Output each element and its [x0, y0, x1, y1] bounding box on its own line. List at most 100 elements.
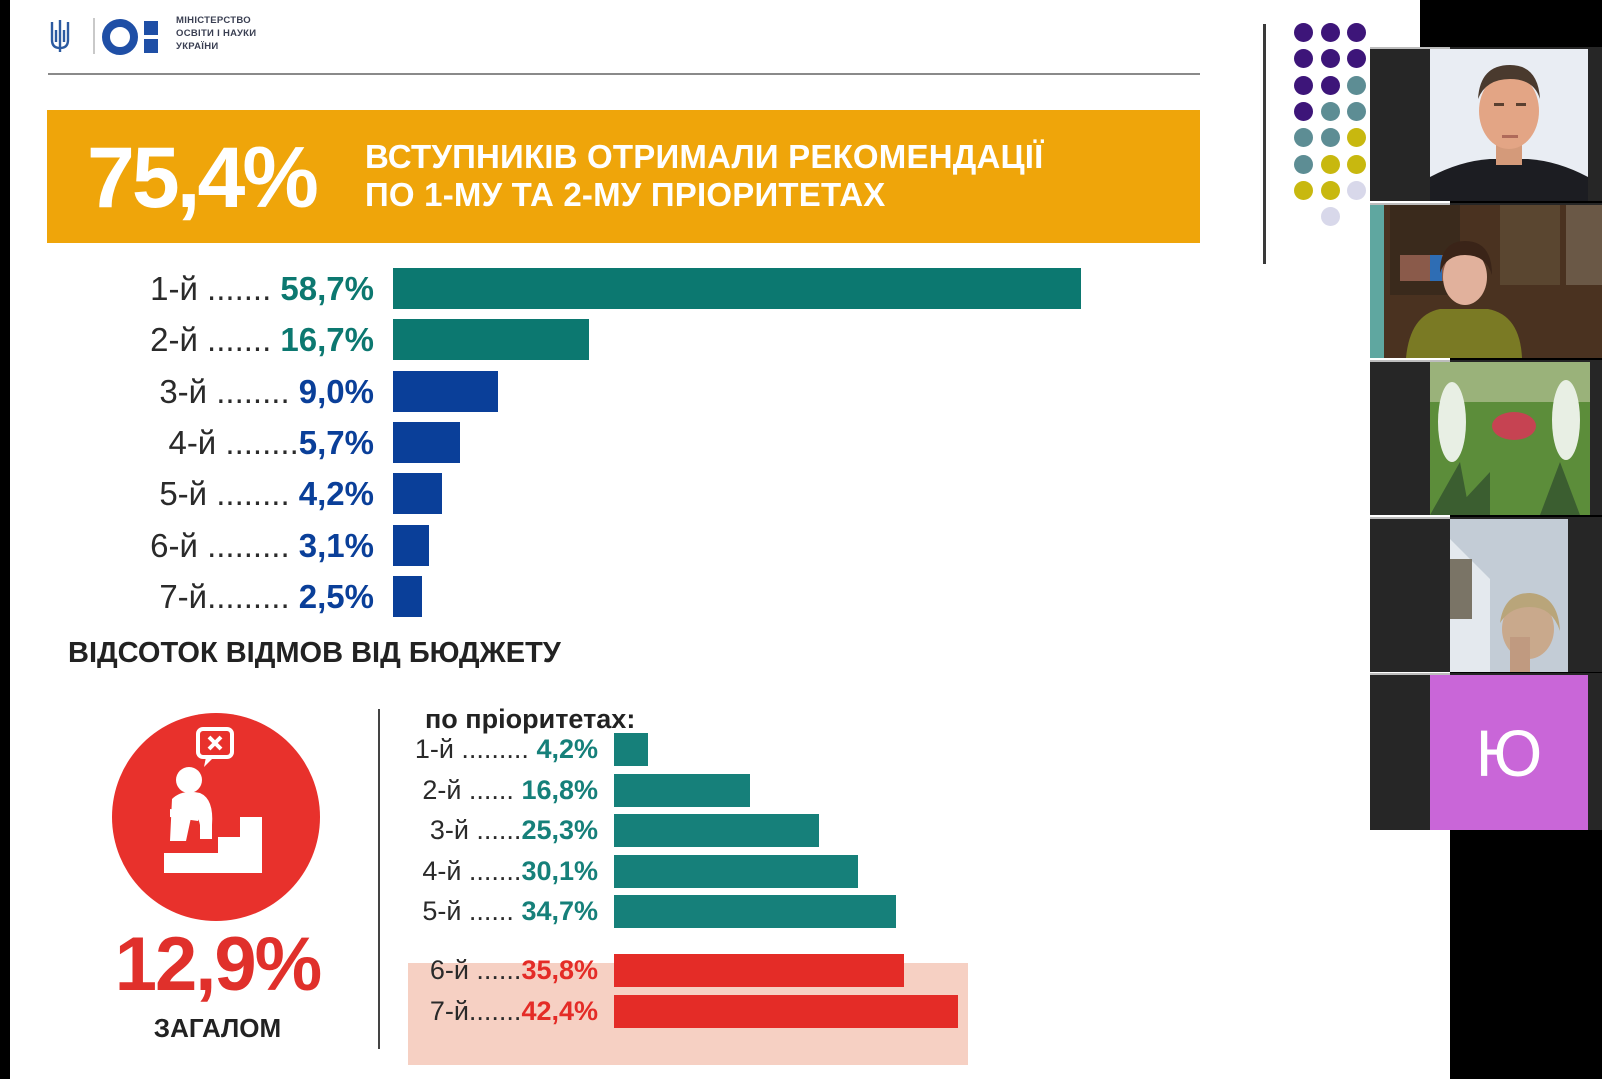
value-label: 5,7%: [298, 423, 374, 461]
value-label: 3,1%: [298, 526, 374, 564]
row-label: 3-й ........ 9,0%: [159, 372, 374, 412]
total-refusal-label: ЗАГАЛОМ: [153, 1013, 282, 1043]
decoration-dot: [1320, 207, 1340, 227]
row-label: 5-й ...... 34,7%: [422, 894, 598, 928]
value-label: 35,8%: [521, 955, 598, 985]
person-on-stairs-rejected-icon: [164, 727, 262, 873]
category-label: 2-й: [150, 321, 198, 359]
leader-dots: ......: [461, 896, 522, 927]
decoration-dot: [1320, 180, 1340, 200]
value-label: 34,7%: [521, 896, 598, 927]
leader-dots: .......: [468, 995, 522, 1026]
category-label: 6-й: [429, 955, 469, 985]
decoration-dot: [1320, 49, 1340, 69]
participant-tile-4[interactable]: [1370, 517, 1602, 672]
row-label: 2-й ...... 16,8%: [422, 773, 598, 807]
value-label: 4,2%: [536, 734, 598, 764]
logo-divider: [93, 18, 95, 54]
category-label: 5-й: [159, 475, 208, 513]
participant-tile-3[interactable]: [1370, 360, 1602, 515]
ministry-name-line-1: МІНІСТЕРСТВО: [176, 15, 251, 26]
leader-dots: ......: [468, 815, 522, 846]
decoration-dot: [1320, 101, 1340, 121]
bar: [393, 473, 443, 515]
bar: [393, 319, 589, 361]
decoration-dot: [1294, 75, 1313, 95]
strip-bottom-black: [1450, 830, 1602, 1079]
row-label: 3-й ......25,3%: [430, 813, 598, 847]
value-label: 42,4%: [521, 995, 598, 1026]
bar: [614, 773, 751, 807]
row-label: 7-й.......42,4%: [430, 994, 598, 1028]
value-label: 30,1%: [521, 855, 598, 886]
bar: [614, 814, 820, 848]
bar: [393, 268, 1081, 309]
row-label: 7-й......... 2,5%: [159, 577, 374, 617]
value-label: 4,2%: [298, 475, 374, 513]
row-label: 6-й ......35,8%: [430, 953, 598, 987]
category-label: 5-й: [422, 896, 462, 927]
decoration-dot: [1294, 154, 1313, 174]
decoration-dot: [1347, 49, 1366, 69]
ministry-logo-mark: [102, 19, 158, 55]
bar: [393, 370, 499, 412]
participant-video-woman-room: [1450, 519, 1568, 672]
value-label: 58,7%: [280, 270, 374, 307]
row-label: 1-й ......... 4,2%: [415, 732, 598, 766]
presentation-slide: МІНІСТЕРСТВО ОСВІТИ І НАУКИ УКРАЇНИ 75,4…: [10, 0, 1450, 1079]
refusal-section-title: ВІДСОТОК ВІДМОВ ВІД БЮДЖЕТУ: [68, 637, 561, 669]
leader-dots: ......: [468, 955, 522, 985]
participant-avatar-initial: Ю: [1475, 715, 1543, 790]
decoration-dot: [1320, 75, 1340, 95]
decoration-dot: [1294, 49, 1313, 69]
category-label: 1-й: [414, 734, 454, 764]
row-label: 2-й ....... 16,7%: [150, 320, 374, 360]
bar: [614, 733, 649, 766]
participant-video-woman-bookshelf: [1370, 205, 1602, 358]
leader-dots: .........: [207, 577, 299, 615]
banner-line-1: ВСТУПНИКІВ ОТРИМАЛИ РЕКОМЕНДАЦІЇ: [365, 138, 1044, 175]
leader-dots: ........: [207, 372, 299, 410]
bar: [614, 994, 958, 1028]
bar: [614, 854, 859, 888]
header-rule: [48, 73, 1200, 75]
bar: [393, 421, 460, 463]
total-refusal-value: 12,9%: [114, 922, 323, 1007]
decoration-dot: [1294, 128, 1313, 148]
decoration-dot: [1347, 23, 1366, 42]
category-label: 4-й: [422, 855, 462, 886]
row-label: 4-й .......30,1%: [422, 854, 598, 888]
decoration-dot: [1320, 128, 1340, 148]
ministry-name-line-3: УКРАЇНИ: [176, 41, 219, 52]
participant-tile-2[interactable]: [1370, 203, 1602, 358]
participant-video-garden: [1430, 362, 1590, 515]
leader-dots: ......: [461, 774, 522, 805]
by-priority-label: по пріоритетах:: [425, 704, 636, 734]
leader-dots: .......: [197, 321, 281, 359]
headline-banner: 75,4% ВСТУПНИКІВ ОТРИМАЛИ РЕКОМЕНДАЦІЇ П…: [47, 110, 1200, 243]
value-label: 2,5%: [298, 577, 374, 615]
refusal-icon-circle: [112, 713, 320, 921]
category-label: 4-й: [168, 423, 217, 461]
participant-tile-1[interactable]: [1370, 47, 1602, 201]
decoration-dot: [1320, 23, 1340, 42]
row-label: 1-й ....... 58,7%: [150, 269, 374, 309]
bar: [393, 524, 430, 566]
participant-avatar: Ю: [1430, 675, 1588, 830]
bar: [393, 575, 423, 617]
leader-dots: .........: [453, 734, 537, 764]
category-label: 7-й: [159, 577, 208, 615]
leader-dots: .........: [197, 526, 299, 564]
value-label: 9,0%: [298, 372, 374, 410]
leader-dots: .......: [461, 855, 522, 886]
participant-tile-5[interactable]: Ю: [1370, 673, 1602, 830]
category-label: 3-й: [429, 815, 469, 846]
decoration-dot: [1347, 101, 1366, 121]
strip-top-black: [1420, 0, 1602, 47]
decoration-dot: [1294, 180, 1313, 200]
bar: [614, 895, 896, 929]
category-label: 7-й: [429, 995, 469, 1026]
category-label: 2-й: [422, 774, 462, 805]
decoration-dot: [1320, 154, 1340, 174]
value-label: 25,3%: [521, 815, 598, 846]
